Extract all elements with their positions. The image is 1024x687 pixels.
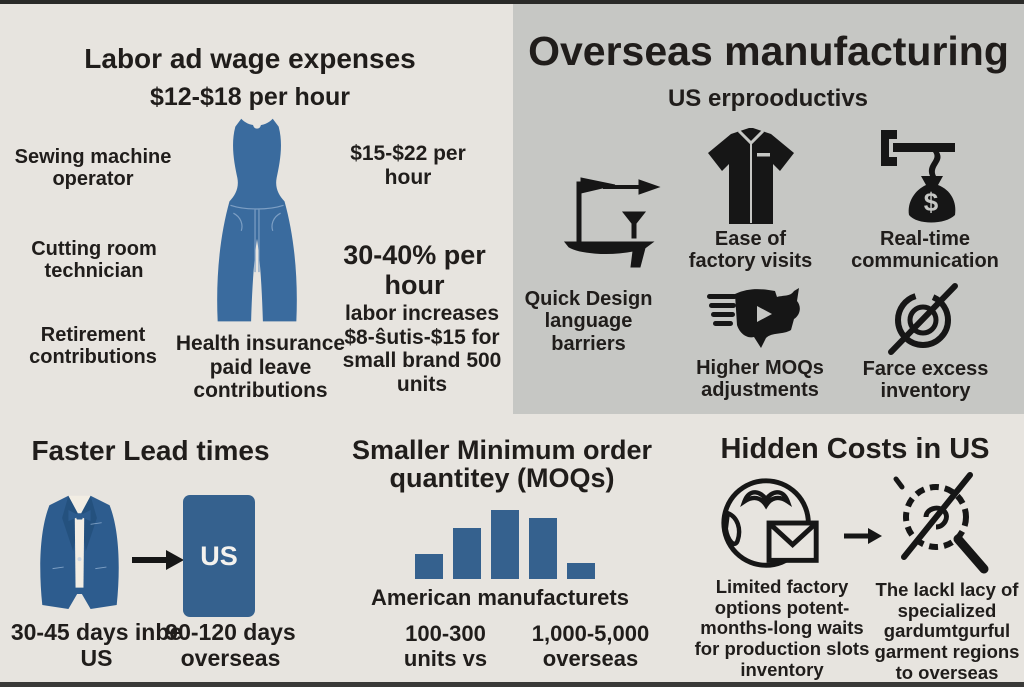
moq-us-caption: 100-300 units vs xyxy=(403,621,488,671)
us-fabric-swatch: US xyxy=(183,495,255,617)
labor-label-sewing: Sewing machine operator xyxy=(14,146,172,191)
lead-times-title: Faster Lead times xyxy=(31,435,270,466)
moq-bar-chart xyxy=(415,502,600,579)
jumpsuit-garment-icon xyxy=(198,114,316,332)
gear-slash-magnifier-icon xyxy=(882,465,994,580)
moq-title: Smaller Minimum order quantitey (MOQs) xyxy=(351,435,653,494)
overseas-label-moqs: Higher MOQs adjustments xyxy=(696,357,824,402)
labor-label-retirement: Retirement contributions xyxy=(29,324,157,369)
labor-rate-subtitle: $12-$18 per hour xyxy=(149,83,351,111)
moq-bar xyxy=(415,554,443,579)
labor-label-health: Health insurance paid leave contribution… xyxy=(175,332,346,403)
overseas-title: Overseas manufacturing xyxy=(528,28,1009,74)
svg-text:$: $ xyxy=(924,187,939,217)
hidden-costs-right-caption: The lackl lacy of specialized gardumtgur… xyxy=(874,579,1020,683)
hidden-costs-left-caption: Limited factory options potent- months-l… xyxy=(694,576,870,680)
overseas-panel: Overseas manufacturing US erprooductivs … xyxy=(513,4,1024,414)
lead-times-overseas-caption: 90-120 days overseas xyxy=(165,619,296,671)
boat-flag-icon xyxy=(553,166,665,276)
moq-bar xyxy=(491,510,519,579)
moq-chart-caption: American manufacturets xyxy=(371,585,629,610)
clamp-money-icon: $ xyxy=(873,126,965,228)
globe-mail-icon xyxy=(712,468,830,580)
overseas-label-quick-design: Quick Design language barriers xyxy=(524,288,653,355)
hidden-costs-arrow-icon xyxy=(842,526,884,546)
labor-label-increase: labor increases $8-ŝutis-$15 for small b… xyxy=(342,302,502,396)
top-edge-strip xyxy=(0,0,1024,4)
hidden-costs-title: Hidden Costs in US xyxy=(720,433,990,465)
overseas-label-ease: Ease of factory visits xyxy=(688,228,813,273)
labor-rate-2: 30-40% per hour xyxy=(343,240,486,301)
moq-bar xyxy=(453,528,481,579)
labor-label-cutting: Cutting room technician xyxy=(31,238,157,283)
moq-bar xyxy=(529,518,557,579)
moq-overseas-caption: 1,000-5,000 overseas xyxy=(531,621,650,671)
labor-rate-1: $15-$22 per hour xyxy=(350,142,466,189)
moq-bar xyxy=(567,563,595,579)
suit-jacket-icon xyxy=(32,482,127,622)
overseas-label-farce: Farce excess inventory xyxy=(862,358,989,403)
lead-times-us-caption: 30-45 days inbe US xyxy=(10,619,183,671)
shirt-icon xyxy=(701,126,801,228)
lead-times-arrow-icon xyxy=(130,548,186,572)
us-map-icon xyxy=(705,282,807,354)
labor-section-title: Labor ad wage expenses xyxy=(84,43,416,74)
no-inventory-icon xyxy=(885,282,959,356)
bottom-edge-strip xyxy=(0,682,1024,687)
overseas-subtitle: US erprooductivs xyxy=(667,85,869,112)
overseas-label-realtime: Real-time communication xyxy=(851,228,999,273)
us-box-label: US xyxy=(200,540,238,571)
